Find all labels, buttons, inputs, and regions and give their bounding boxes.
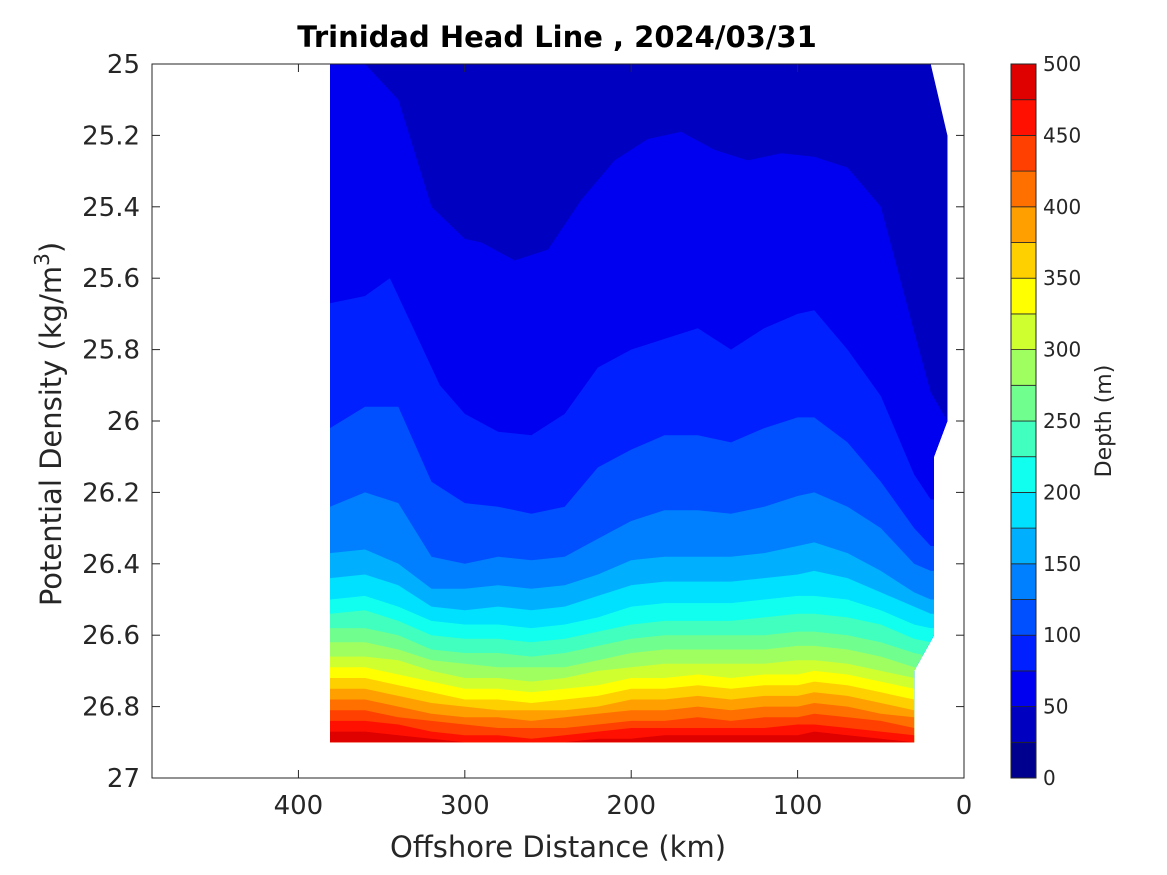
y-tick-label: 26.2 [82, 478, 140, 508]
y-tick-label: 27 [107, 764, 140, 794]
colorbar-tick-label: 300 [1043, 338, 1081, 362]
colorbar-swatch [1010, 134, 1037, 172]
y-axis-title-sup: 3 [30, 253, 54, 266]
contour-bands [330, 64, 948, 743]
colorbar-swatch [1010, 563, 1037, 600]
x-axis-title: Offshore Distance (km) [390, 830, 726, 864]
colorbar-swatch [1010, 491, 1037, 529]
colorbar-swatch [1010, 527, 1037, 565]
x-tick-label: 200 [606, 791, 656, 821]
y-tick-label: 26.4 [82, 550, 140, 580]
colorbar-swatch [1010, 741, 1037, 779]
x-tick-label: 400 [274, 791, 324, 821]
colorbar-swatch [1010, 170, 1037, 208]
colorbar-swatch [1010, 456, 1037, 493]
colorbar-title: Depth (m) [1092, 365, 1117, 478]
y-axis-title-close: ) [34, 242, 68, 253]
colorbar-tick-label: 150 [1043, 552, 1081, 576]
y-tick-label: 25.2 [82, 121, 140, 151]
y-tick-label: 25.4 [82, 193, 140, 223]
colorbar-tick-label: 50 [1043, 695, 1068, 719]
y-tick-label: 26.6 [82, 621, 140, 651]
x-axis: 400 300 200 100 0 [274, 64, 973, 821]
colorbar-swatch [1010, 706, 1037, 743]
y-tick-label: 25.6 [82, 264, 140, 294]
colorbar-tick-label: 250 [1043, 409, 1081, 433]
colorbar-swatch [1010, 63, 1037, 101]
y-tick-label: 26 [107, 407, 140, 437]
y-tick-label: 25.8 [82, 336, 140, 366]
colorbar-tick-label: 100 [1043, 623, 1081, 647]
colorbar-tick-label: 0 [1043, 766, 1056, 790]
colorbar-tick-label: 400 [1043, 195, 1081, 219]
colorbar-swatch [1010, 599, 1037, 636]
colorbar-tick-label: 450 [1043, 123, 1081, 147]
x-tick-label: 100 [773, 791, 823, 821]
colorbar-swatch [1010, 242, 1037, 279]
colorbar-swatch [1010, 384, 1037, 422]
chart-title: Trinidad Head Line , 2024/03/31 [297, 20, 817, 54]
colorbar-swatch [1010, 349, 1037, 386]
colorbar-swatch [1010, 670, 1037, 708]
colorbar-swatch [1010, 313, 1037, 350]
colorbar-tick-label: 500 [1043, 52, 1081, 76]
plot-area: 400 300 200 100 0 25 25.2 25.4 25.6 25.8 26 26.2 26… [82, 50, 972, 821]
x-tick-label: 0 [956, 791, 973, 821]
y-axis-title-main: Potential Density (kg/m [34, 266, 68, 606]
colorbar-swatch [1010, 99, 1037, 136]
y-tick-label: 25 [107, 50, 140, 80]
colorbar-tick-label: 350 [1043, 266, 1081, 290]
y-axis-title: Potential Density (kg/m3) [30, 242, 68, 606]
colorbar-swatch [1010, 206, 1037, 243]
x-tick-label: 300 [440, 791, 490, 821]
colorbar-frame [1010, 63, 1037, 779]
y-axis: 25 25.2 25.4 25.6 25.8 26 26.2 26.4 26.6 26.8 27 [82, 50, 964, 794]
colorbar-swatch [1010, 277, 1037, 315]
colorbar: 0 50 100 150 200 250 300 350 400 450 500 [1010, 52, 1081, 790]
colorbar-swatch [1010, 634, 1037, 672]
colorbar-swatch [1010, 420, 1037, 458]
y-tick-label: 26.8 [82, 693, 140, 723]
colorbar-tick-label: 200 [1043, 480, 1081, 504]
